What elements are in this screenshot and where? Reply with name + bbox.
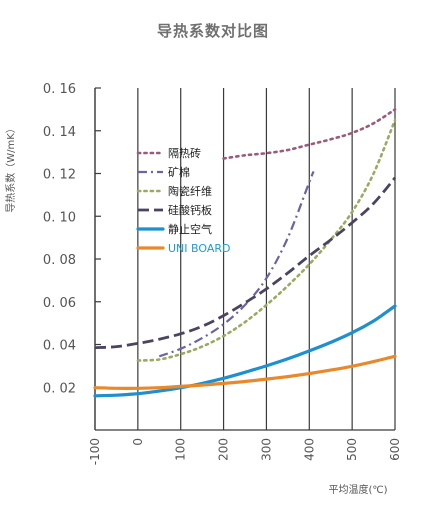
- x-tick-label: 400: [302, 438, 316, 461]
- y-axis-label: 导热系数（W/mK）: [4, 123, 17, 213]
- y-tick-label: 0. 10: [43, 210, 76, 225]
- x-tick-label: 500: [345, 438, 359, 461]
- legend-label: 静止空气: [168, 222, 212, 236]
- legend-label: 隔热砖: [168, 146, 201, 160]
- series-line-5: [93, 304, 397, 398]
- legend-label: 矿棉: [168, 165, 190, 179]
- legend-label: 硅酸钙板: [168, 203, 212, 217]
- series-line-1: [222, 108, 397, 160]
- series-lines: [93, 108, 397, 398]
- y-tick-label: 0. 08: [43, 253, 76, 268]
- x-tick-label: 600: [388, 438, 402, 461]
- x-axis-label: 平均温度(℃): [328, 483, 387, 496]
- legend-label: 陶瓷纤维: [168, 184, 212, 198]
- y-tick-label: 0. 14: [43, 125, 76, 140]
- x-tick-label: 300: [259, 438, 273, 461]
- y-tick-label: 0. 06: [43, 296, 76, 311]
- series-line-2: [158, 170, 315, 358]
- x-tick-label: -100: [88, 438, 102, 465]
- x-tick-label: 200: [217, 438, 231, 461]
- chart-title: 导热系数对比图: [156, 22, 269, 40]
- x-tick-label: 100: [174, 438, 188, 461]
- axes: 0. 02 0. 04 0. 06 0. 08 0. 10 0. 12 0. 14 0. 16…: [43, 82, 402, 465]
- series-line-4: [94, 176, 397, 350]
- series-line-6: [93, 354, 397, 390]
- legend-label: UNI BOARD: [168, 242, 230, 255]
- y-tick-label: 0. 04: [43, 339, 76, 354]
- y-tick-label: 0. 16: [43, 82, 76, 97]
- y-tick-label: 0. 02: [43, 381, 76, 396]
- y-tick-label: 0. 12: [43, 168, 76, 183]
- grid: [94, 88, 396, 430]
- x-tick-label: 0: [131, 438, 145, 446]
- series-line-3: [136, 118, 397, 362]
